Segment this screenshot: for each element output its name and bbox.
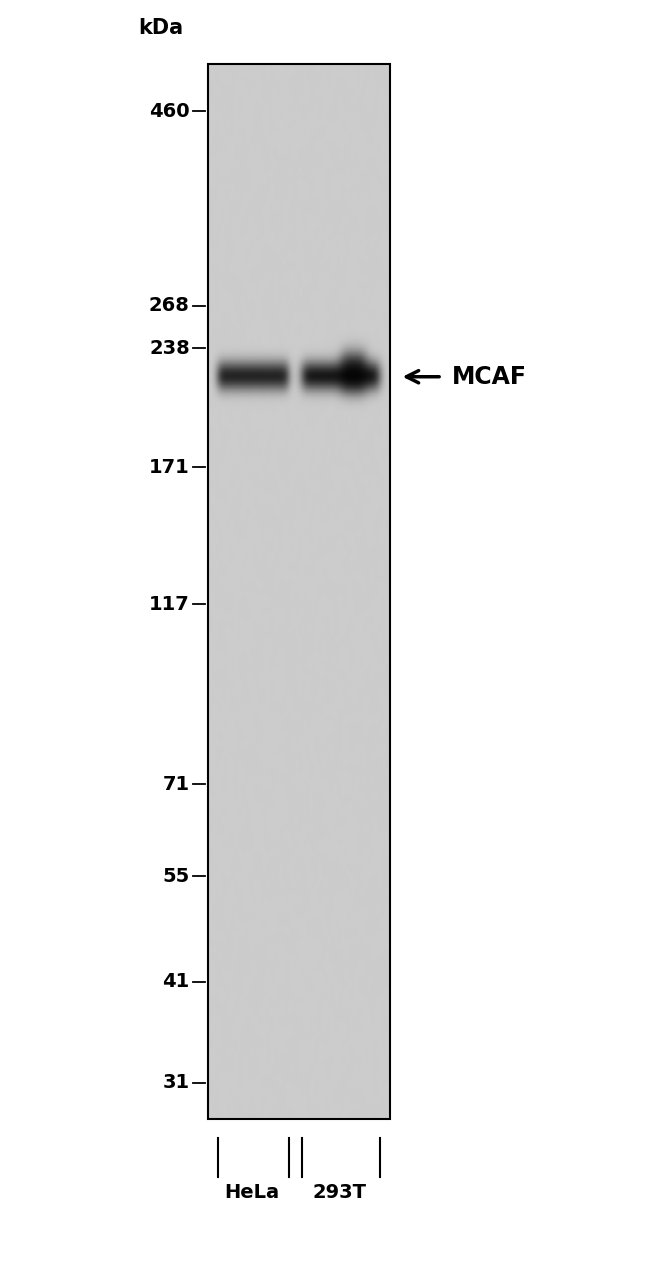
Text: 71: 71 bbox=[162, 775, 190, 794]
Text: 117: 117 bbox=[149, 595, 190, 613]
Text: 55: 55 bbox=[162, 866, 190, 885]
Text: 31: 31 bbox=[162, 1074, 190, 1093]
Text: 460: 460 bbox=[149, 102, 190, 121]
Text: kDa: kDa bbox=[138, 18, 183, 38]
Text: 268: 268 bbox=[149, 296, 190, 315]
Text: MCAF: MCAF bbox=[452, 365, 526, 389]
Text: 238: 238 bbox=[149, 338, 190, 357]
Text: 171: 171 bbox=[149, 458, 190, 477]
Text: HeLa: HeLa bbox=[224, 1183, 279, 1202]
Text: 293T: 293T bbox=[312, 1183, 367, 1202]
Bar bbox=[208, 64, 390, 1119]
Text: 41: 41 bbox=[162, 972, 190, 991]
